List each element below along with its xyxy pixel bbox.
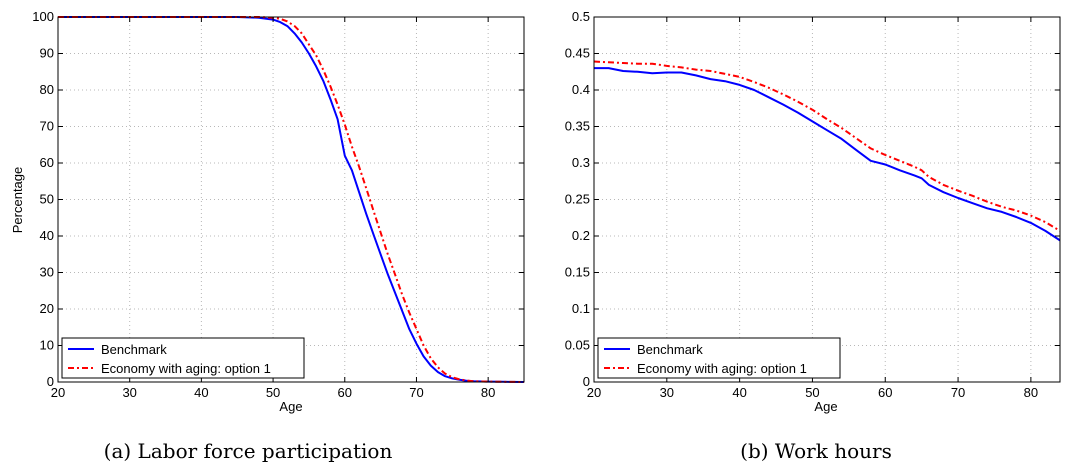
y-tick-label: 0.15 — [565, 265, 590, 280]
y-tick-label: 50 — [40, 192, 54, 207]
y-tick-label: 40 — [40, 228, 54, 243]
y-tick-label: 100 — [32, 9, 54, 24]
x-axis-label: Age — [279, 399, 302, 414]
y-tick-label: 0.25 — [565, 192, 590, 207]
y-tick-label: 30 — [40, 265, 54, 280]
legend: Benchmark Economy with aging: option 1 — [61, 337, 305, 379]
y-tick-label: 20 — [40, 301, 54, 316]
legend-label-benchmark: Benchmark — [101, 342, 167, 357]
panel-labor-force-participation: 20 30 40 50 60 70 80 0 10 20 30 40 50 60 70 80 90 100 Age… — [10, 9, 525, 463]
x-tick-label: 40 — [194, 385, 208, 400]
y-tick-label: 70 — [40, 119, 54, 134]
series-group — [58, 16, 525, 383]
series-group — [593, 60, 1061, 242]
caption: (a) Labor force participation — [104, 439, 393, 463]
x-tick-label: 80 — [1024, 385, 1038, 400]
x-tick-label: 80 — [481, 385, 495, 400]
panel-work-hours: 20 30 40 50 60 70 80 0 0.05 0.1 0.15 0.2 0.25 0.3 0.35… — [565, 9, 1061, 463]
y-tick-label: 0 — [583, 374, 590, 389]
y-tick-label: 0.45 — [565, 46, 590, 61]
series-line-benchmark — [594, 67, 1061, 242]
x-tick-label: 20 — [51, 385, 65, 400]
ticks: 20 30 40 50 60 70 80 0 10 20 30 40 50 60 70 80 90 100 — [32, 9, 524, 400]
legend-label-aging: Economy with aging: option 1 — [637, 361, 807, 376]
x-tick-label: 60 — [878, 385, 892, 400]
legend-box — [597, 337, 841, 379]
y-tick-label: 60 — [40, 155, 54, 170]
x-tick-label: 50 — [266, 385, 280, 400]
y-tick-label: 0 — [47, 374, 54, 389]
x-tick-label: 20 — [587, 385, 601, 400]
legend-label-benchmark: Benchmark — [637, 342, 703, 357]
y-tick-label: 0.05 — [565, 338, 590, 353]
x-tick-label: 40 — [732, 385, 746, 400]
x-tick-label: 30 — [660, 385, 674, 400]
y-tick-label: 10 — [40, 338, 54, 353]
y-tick-label: 80 — [40, 82, 54, 97]
legend-label-aging: Economy with aging: option 1 — [101, 361, 271, 376]
x-tick-label: 70 — [951, 385, 965, 400]
caption: (b) Work hours — [740, 439, 892, 463]
y-tick-label: 0.2 — [572, 228, 590, 243]
series-line-aging — [593, 60, 1061, 232]
y-tick-label: 0.3 — [572, 155, 590, 170]
legend-box — [61, 337, 305, 379]
y-tick-label: 0.4 — [572, 82, 590, 97]
y-axis-label: Percentage — [10, 167, 25, 234]
x-tick-label: 30 — [122, 385, 136, 400]
series-line-benchmark — [58, 16, 525, 383]
ticks: 20 30 40 50 60 70 80 0 0.05 0.1 0.15 0.2 0.25 0.3 0.35… — [565, 9, 1060, 400]
grid — [58, 17, 524, 382]
x-tick-label: 60 — [338, 385, 352, 400]
y-tick-label: 90 — [40, 46, 54, 61]
legend: Benchmark Economy with aging: option 1 — [597, 337, 841, 379]
y-tick-label: 0.35 — [565, 119, 590, 134]
x-tick-label: 50 — [805, 385, 819, 400]
x-tick-label: 70 — [409, 385, 423, 400]
y-tick-label: 0.5 — [572, 9, 590, 24]
x-axis-label: Age — [814, 399, 837, 414]
y-tick-label: 0.1 — [572, 301, 590, 316]
